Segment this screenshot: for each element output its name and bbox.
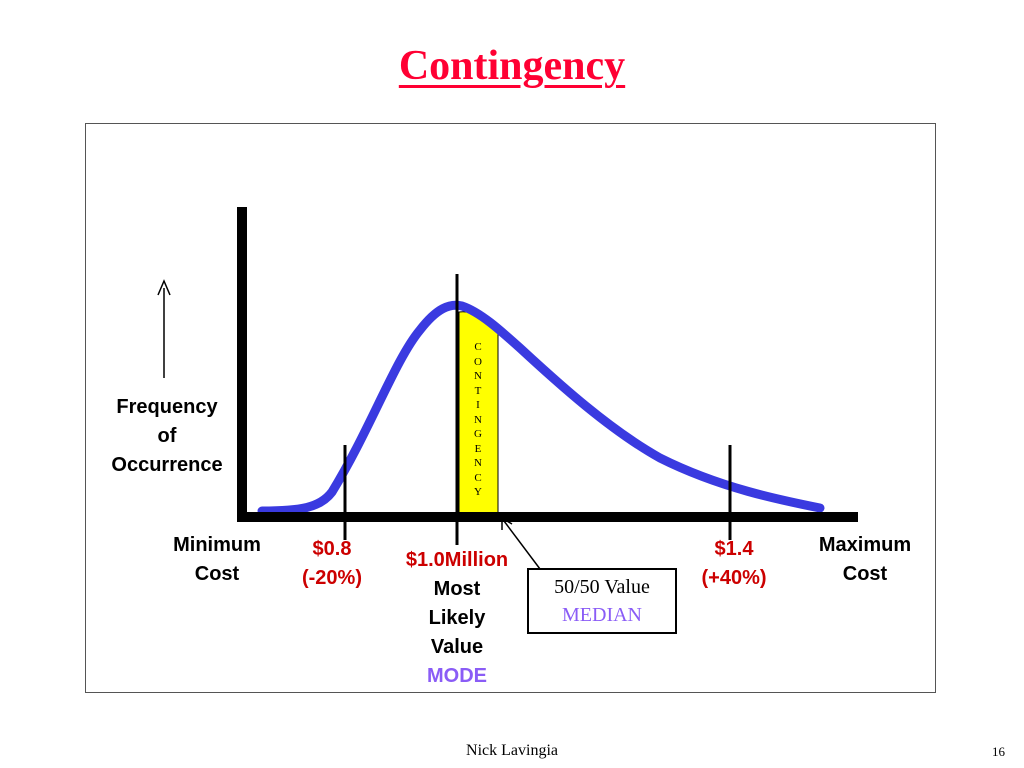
footer-author: Nick Lavingia — [466, 742, 558, 759]
min-cost-label: Minimum Cost — [173, 534, 261, 585]
median-callout-line2: MEDIAN — [562, 604, 642, 626]
median-pointer — [503, 520, 541, 570]
diagram-frame — [85, 123, 936, 693]
max-cost-label: Maximum Cost — [818, 534, 912, 585]
median-callout: 50/50 Value MEDIAN — [527, 568, 677, 634]
low-value-label: $0.8 (-20%) — [301, 538, 362, 589]
contingency-band-label: C O N T I N G E N C Y — [474, 341, 482, 498]
mode-value: $1.0Million — [405, 549, 509, 571]
page-number: 16 — [992, 744, 1005, 759]
high-value-label: $1.4 (+40%) — [701, 538, 767, 589]
median-pointer-head — [501, 516, 513, 530]
y-axis-label: Frequency of Occurrence — [111, 396, 223, 476]
frequency-arrowhead — [157, 279, 171, 296]
distribution-curve — [257, 300, 825, 516]
mode-tag: MODE — [427, 665, 487, 687]
median-callout-line1: 50/50 Value — [554, 576, 650, 598]
slide-title: Contingency — [398, 43, 626, 89]
mode-label: $1.0Million Most Likely Value MODE — [386, 546, 528, 691]
